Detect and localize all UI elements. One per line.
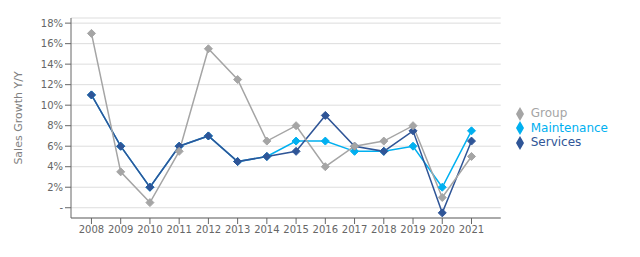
html-text:Maintenance: Maintenance bbox=[530, 120, 608, 135]
svg-text:2016: 2016 bbox=[313, 224, 338, 235]
svg-text:Sales Growth Y/Y: Sales Growth Y/Y bbox=[12, 71, 25, 165]
html-text:Services: Services bbox=[530, 135, 582, 150]
svg-text:2011: 2011 bbox=[166, 224, 191, 235]
svg-text:16%: 16% bbox=[41, 38, 63, 49]
svg-text:2020: 2020 bbox=[430, 224, 455, 235]
svg-text:2018: 2018 bbox=[371, 224, 396, 235]
svg-text:2012: 2012 bbox=[196, 224, 221, 235]
svg-text:2010: 2010 bbox=[137, 224, 162, 235]
svg-text:8%: 8% bbox=[47, 120, 63, 131]
svg-text:-: - bbox=[59, 202, 63, 213]
svg-text:2021: 2021 bbox=[459, 224, 484, 235]
svg-text:10%: 10% bbox=[41, 100, 63, 111]
svg-text:4%: 4% bbox=[47, 161, 63, 172]
svg-text:14%: 14% bbox=[41, 59, 63, 70]
svg-text:2009: 2009 bbox=[108, 224, 133, 235]
svg-text:12%: 12% bbox=[41, 79, 63, 90]
svg-text:2017: 2017 bbox=[342, 224, 367, 235]
svg-text:2019: 2019 bbox=[400, 224, 425, 235]
svg-text:2015: 2015 bbox=[283, 224, 308, 235]
svg-text:6%: 6% bbox=[47, 141, 63, 152]
html-text:Group: Group bbox=[530, 106, 568, 121]
svg-text:2008: 2008 bbox=[79, 224, 104, 235]
svg-text:2013: 2013 bbox=[225, 224, 250, 235]
svg-text:2%: 2% bbox=[47, 182, 63, 193]
svg-text:2014: 2014 bbox=[254, 224, 279, 235]
svg-text:18%: 18% bbox=[41, 18, 63, 29]
